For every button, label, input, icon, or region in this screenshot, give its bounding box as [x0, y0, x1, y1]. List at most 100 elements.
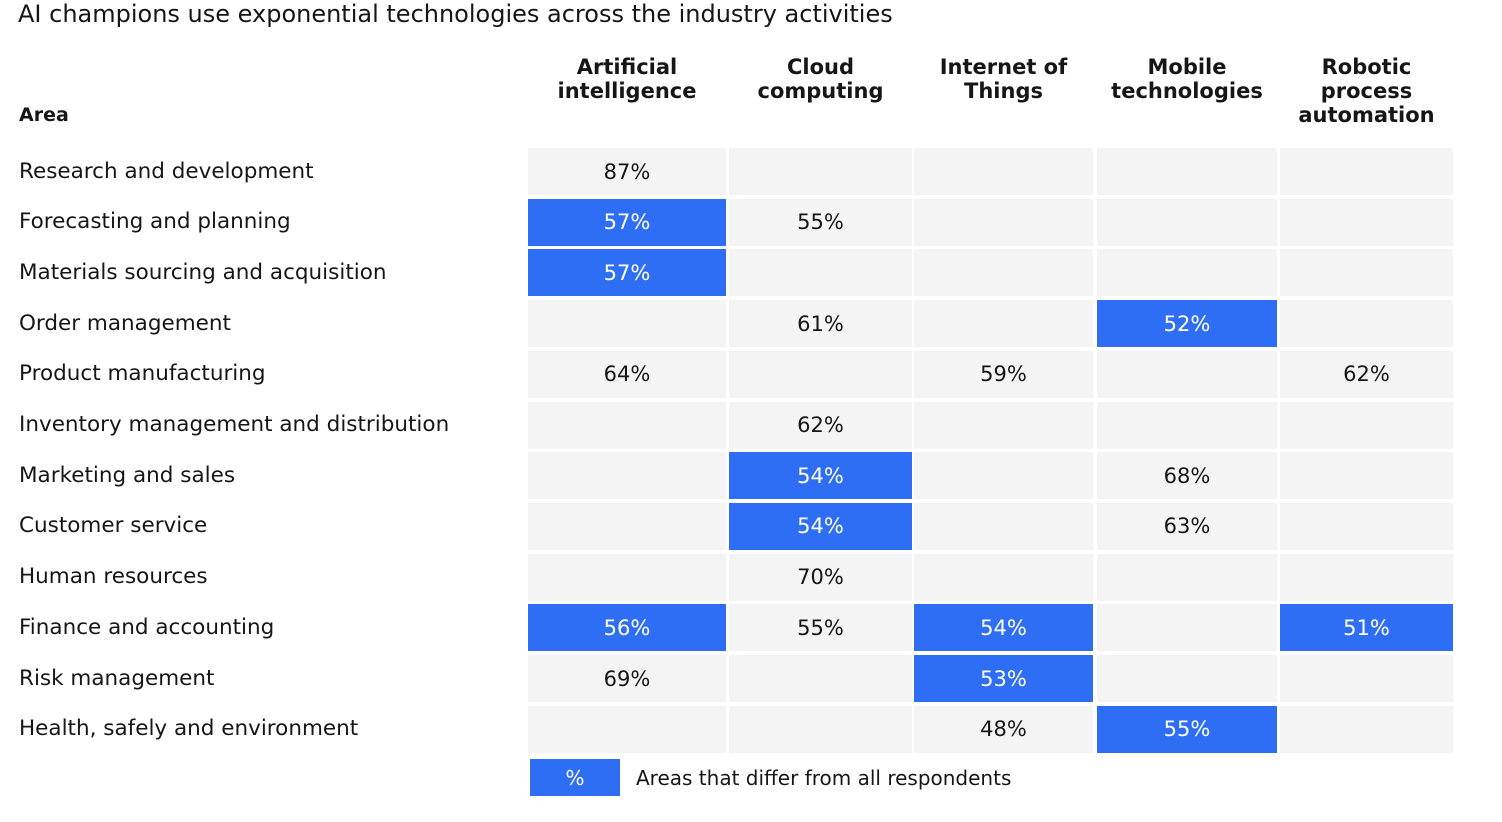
empty-cell: [528, 553, 726, 601]
cell-value: 64%: [603, 362, 651, 387]
cell-value: 51%: [1343, 615, 1390, 640]
empty-cell: [914, 249, 1093, 297]
empty-cell: [528, 452, 726, 500]
cell-value: 70%: [797, 565, 844, 590]
row-label: Inventory management and distribution: [19, 412, 450, 437]
empty-cell: [1280, 502, 1453, 550]
empty-cell: [528, 705, 726, 753]
row-label: Risk management: [19, 665, 215, 691]
empty-cell: [1280, 300, 1453, 348]
empty-cell: [1280, 198, 1453, 246]
highlighted-cell: 54%: [914, 604, 1093, 652]
empty-cell: [914, 502, 1093, 550]
empty-cell: [1097, 553, 1277, 601]
column-header: Cloud computing: [757, 55, 884, 103]
highlighted-cell: 55%: [1097, 705, 1277, 753]
row-label: Research and development: [19, 158, 314, 184]
value-cell: 59%: [914, 350, 1093, 398]
empty-cell: [528, 401, 726, 449]
highlighted-cell: 54%: [729, 502, 912, 550]
legend-swatch: %: [530, 759, 620, 796]
empty-cell: [914, 452, 1093, 500]
value-cell: 61%: [729, 300, 912, 348]
empty-cell: [729, 655, 912, 702]
value-cell: 63%: [1097, 502, 1277, 550]
empty-cell: [1280, 401, 1453, 449]
empty-cell: [914, 148, 1093, 195]
highlighted-cell: 51%: [1280, 604, 1453, 652]
row-label: Order management: [19, 310, 231, 336]
empty-cell: [1280, 249, 1453, 297]
cell-value: 54%: [980, 615, 1027, 640]
highlighted-cell: 53%: [914, 655, 1093, 702]
empty-cell: [914, 300, 1093, 348]
empty-cell: [1280, 655, 1453, 702]
value-cell: 69%: [528, 655, 726, 702]
empty-cell: [528, 300, 726, 348]
cell-value: 62%: [1343, 362, 1390, 387]
empty-cell: [1280, 705, 1453, 753]
cell-value: 57%: [603, 210, 651, 235]
cell-value: 59%: [980, 362, 1027, 387]
row-label: Customer service: [19, 513, 208, 539]
value-cell: 62%: [1280, 350, 1453, 398]
row-label: Human resources: [19, 564, 208, 590]
row-label: Forecasting and planning: [19, 209, 291, 235]
value-cell: 62%: [729, 401, 912, 449]
value-cell: 55%: [729, 604, 912, 652]
value-cell: 70%: [729, 553, 912, 601]
value-cell: 68%: [1097, 452, 1277, 500]
chart-title: AI champions use exponential technologie…: [18, 0, 893, 28]
empty-cell: [528, 502, 726, 550]
row-label: Marketing and sales: [19, 462, 236, 488]
column-header: Mobile technologies: [1111, 55, 1263, 103]
cell-value: 87%: [603, 159, 651, 184]
column-header: Internet of Things: [939, 55, 1068, 103]
cell-value: 69%: [603, 666, 651, 691]
column-header: Artificial intelligence: [557, 55, 697, 103]
row-label: Finance and accounting: [19, 614, 275, 640]
cell-value: 54%: [797, 514, 844, 539]
empty-cell: [1097, 148, 1277, 195]
highlighted-cell: 57%: [528, 249, 726, 297]
cell-value: 55%: [797, 210, 844, 235]
empty-cell: [1280, 452, 1453, 500]
empty-cell: [1097, 604, 1277, 652]
value-cell: 64%: [528, 350, 726, 398]
empty-cell: [729, 249, 912, 297]
column-header: Robotic process automation: [1298, 55, 1435, 127]
cell-value: 54%: [797, 463, 844, 488]
highlighted-cell: 54%: [729, 452, 912, 500]
cell-value: 63%: [1163, 514, 1211, 539]
empty-cell: [729, 350, 912, 398]
empty-cell: [914, 401, 1093, 449]
cell-value: 62%: [797, 413, 844, 437]
cell-value: 61%: [797, 311, 844, 336]
empty-cell: [1097, 350, 1277, 398]
empty-cell: [1097, 401, 1277, 449]
value-cell: 87%: [528, 148, 726, 195]
cell-value: 48%: [980, 717, 1027, 742]
highlighted-cell: 52%: [1097, 300, 1277, 348]
empty-cell: [1280, 553, 1453, 601]
cell-value: 57%: [603, 260, 651, 285]
row-label: Health, safely and environment: [19, 716, 359, 742]
row-label: Materials sourcing and acquisition: [19, 259, 387, 285]
cell-value: 52%: [1163, 311, 1211, 336]
empty-cell: [729, 705, 912, 753]
highlighted-cell: 56%: [528, 604, 726, 652]
cell-value: 55%: [1163, 717, 1211, 742]
value-cell: 48%: [914, 705, 1093, 753]
empty-cell: [1280, 148, 1453, 195]
cell-value: 53%: [980, 666, 1027, 691]
cell-value: 56%: [603, 615, 651, 640]
empty-cell: [914, 198, 1093, 246]
empty-cell: [1097, 249, 1277, 297]
empty-cell: [729, 148, 912, 195]
empty-cell: [914, 553, 1093, 601]
cell-value: 68%: [1163, 463, 1211, 488]
empty-cell: [1097, 655, 1277, 702]
highlighted-cell: 57%: [528, 198, 726, 246]
cell-value: 55%: [797, 615, 844, 640]
row-header-label: Area: [19, 104, 69, 126]
